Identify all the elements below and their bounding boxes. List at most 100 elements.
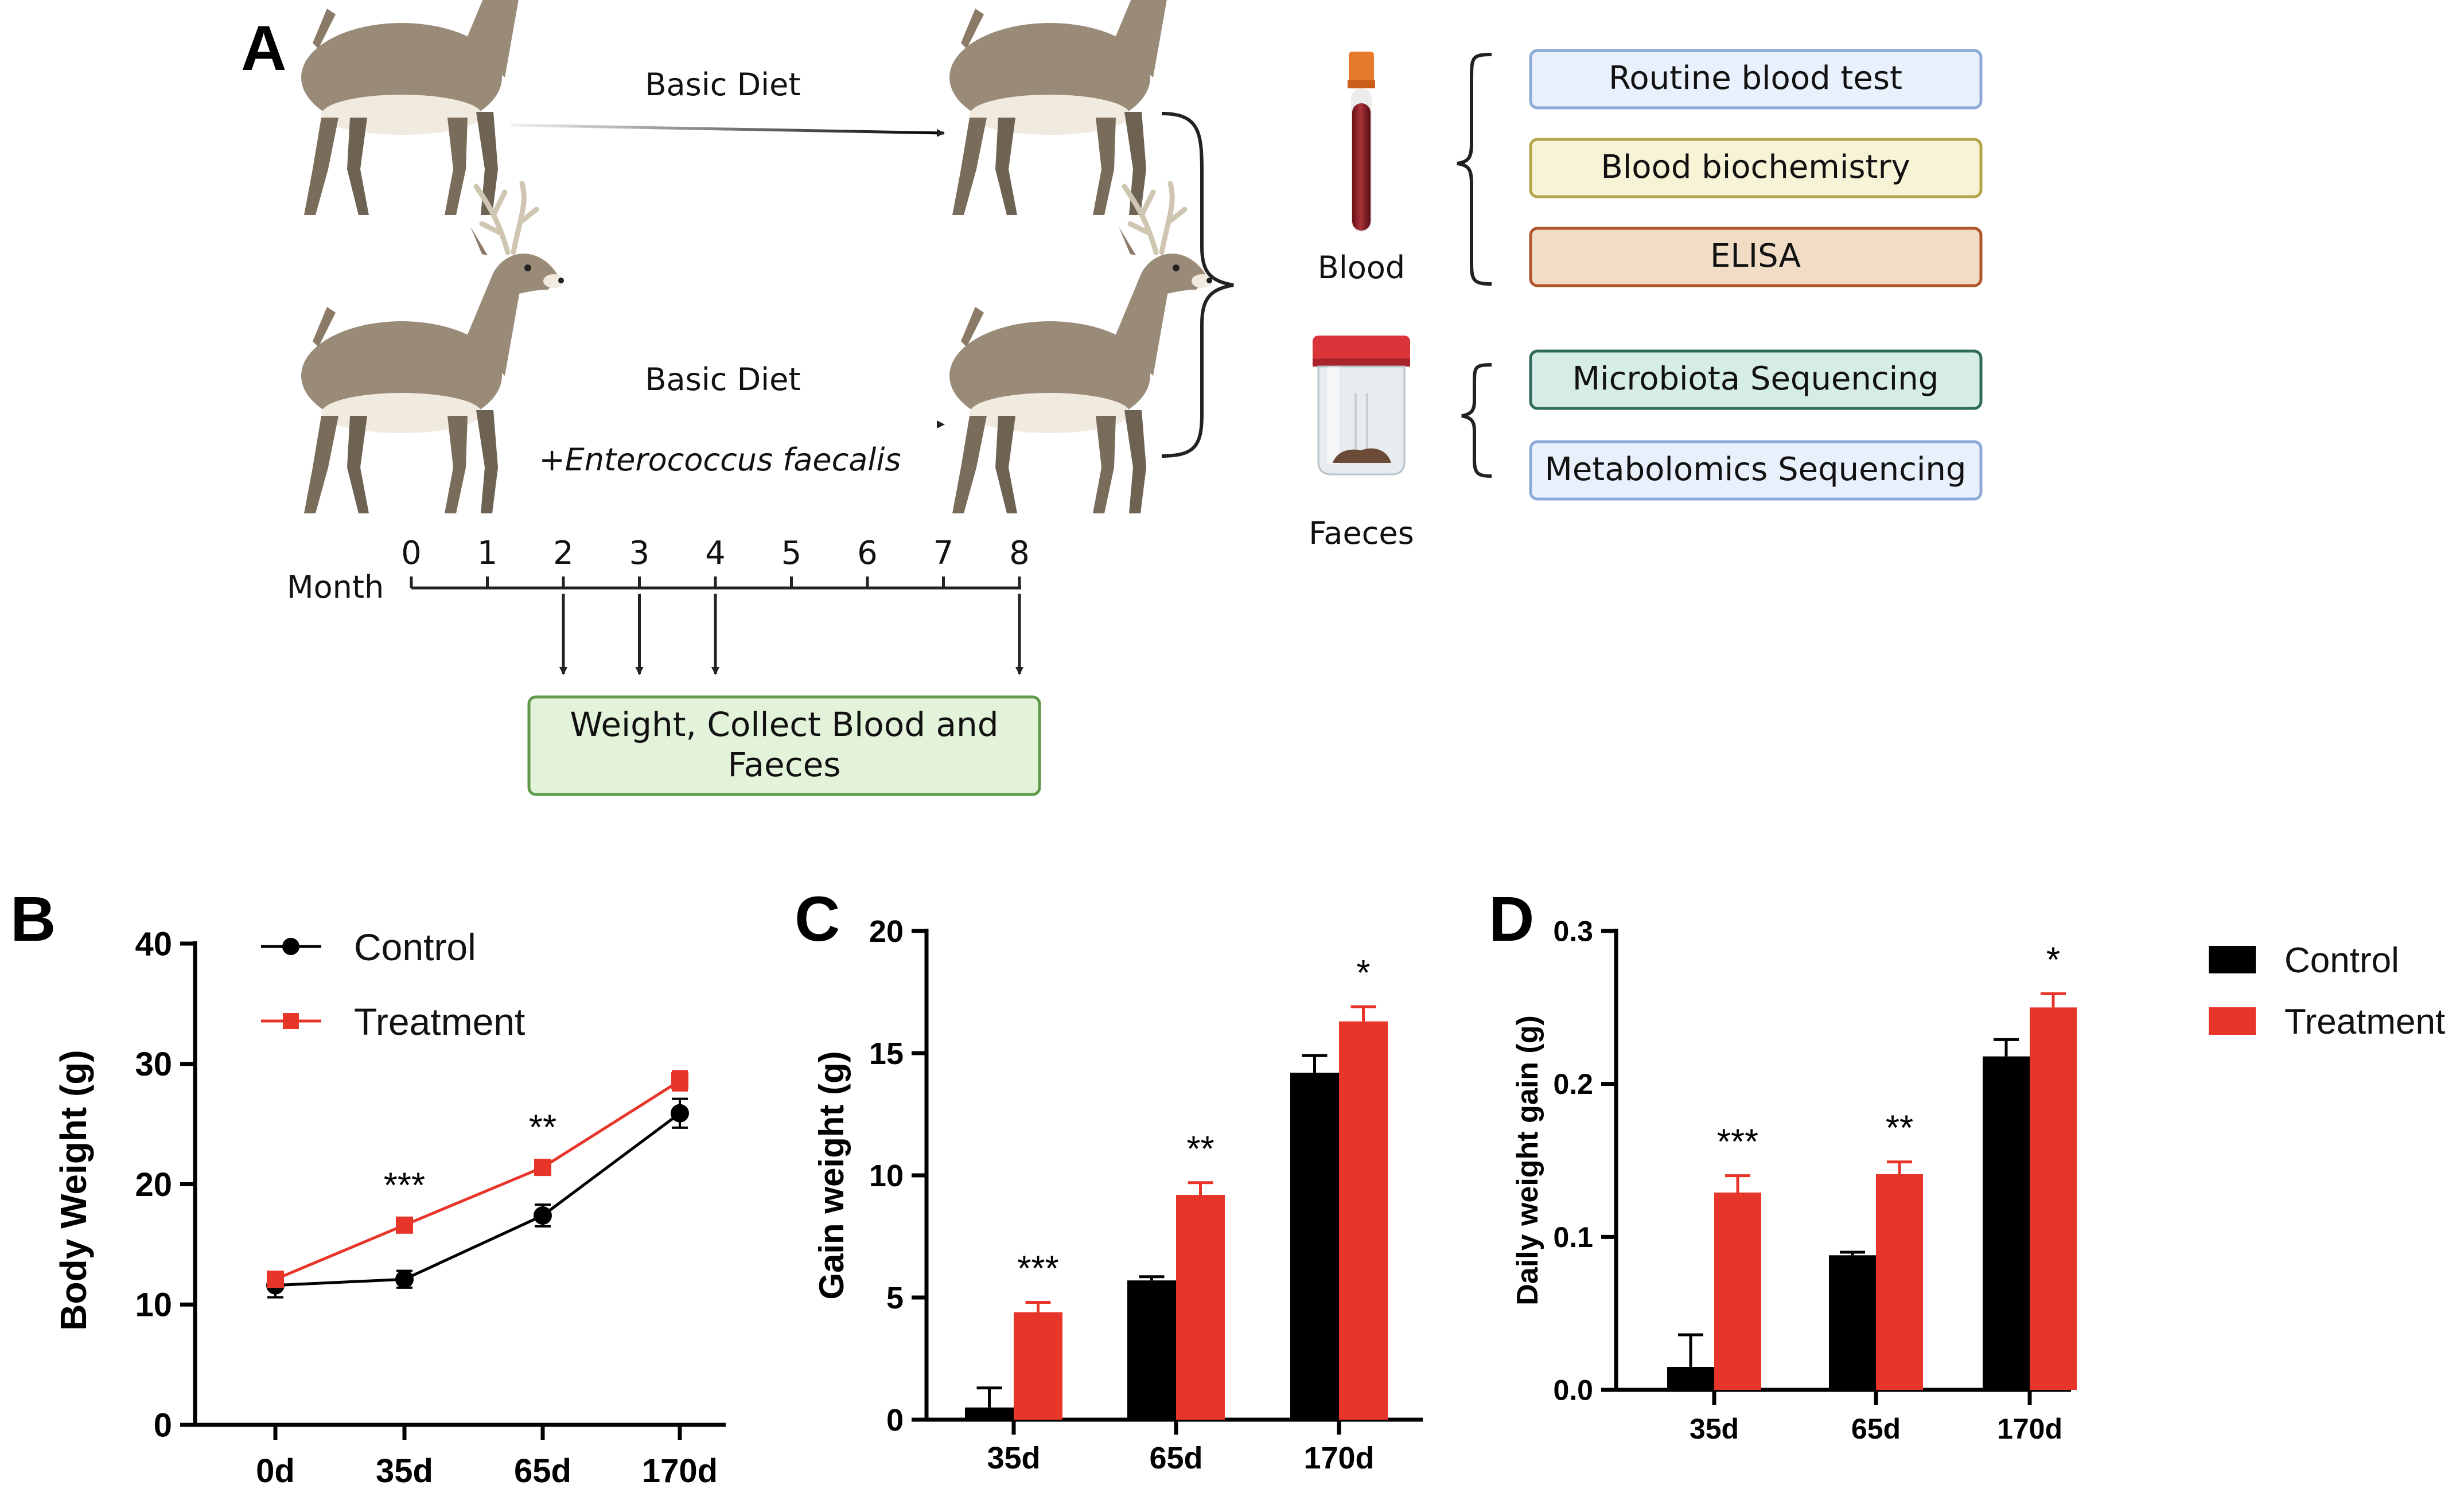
legend-swatch (2209, 946, 2256, 973)
x-tick-label: 170d (1303, 1441, 1374, 1475)
y-axis-title: Daily weight gain (g) (1511, 1015, 1544, 1306)
x-tick-label: 35d (1690, 1413, 1739, 1445)
y-tick-label: 20 (135, 1166, 172, 1203)
legend-marker (283, 1013, 299, 1029)
bar-treatment (1014, 1312, 1062, 1420)
significance-marker: *** (1717, 1123, 1758, 1162)
faeces-jar-icon (1311, 334, 1411, 476)
panel-label-d: D (1489, 884, 1534, 954)
series-line (275, 1112, 681, 1287)
data-point (267, 1271, 284, 1288)
deer-treatment-end-icon (949, 184, 1212, 513)
timeline-tick-label: 2 (553, 535, 574, 572)
test-box (1529, 440, 1983, 501)
y-tick-label: 0.1 (1553, 1221, 1593, 1253)
bar-treatment (1714, 1193, 1761, 1390)
y-tick-label: 0 (886, 1403, 904, 1437)
blood-label: Blood (1318, 250, 1405, 286)
group2-supplement-label: +Enterococcus faecalis (539, 442, 901, 478)
y-tick-label: 20 (869, 914, 904, 949)
collect-box-line2: Faeces (727, 745, 840, 784)
test-boxes: Routine blood test Blood biochemistry ELIS… (1529, 49, 1983, 501)
significance-marker: *** (1017, 1249, 1058, 1289)
significance-marker: * (2046, 940, 2060, 980)
significance-marker: *** (384, 1166, 425, 1205)
x-tick-label: 65d (1149, 1441, 1202, 1475)
legend-label: Control (2284, 941, 2399, 980)
significance-marker: ** (1186, 1129, 1214, 1169)
faeces-tests-brace (1461, 363, 1492, 478)
group1-diet-label: Basic Diet (645, 67, 800, 103)
test-box (1529, 49, 1983, 110)
x-tick-label: 170d (642, 1452, 718, 1490)
deer-treatment-start-icon (301, 184, 564, 513)
y-tick-label: 30 (135, 1046, 172, 1083)
legend-label: Control (354, 926, 476, 968)
legend-label: Treatment (354, 1000, 525, 1043)
timeline-ticks: 0 1 2 3 4 5 6 7 8 (401, 535, 1030, 588)
bar-control (1983, 1056, 2030, 1390)
test-box (1529, 227, 1983, 287)
bar-control (1290, 1073, 1339, 1420)
timeline-axis-label: Month (287, 569, 384, 605)
collect-box (527, 695, 1041, 796)
data-point (396, 1216, 413, 1234)
test-box-label: ELISA (1710, 237, 1801, 275)
y-tick-label: 40 (135, 925, 172, 963)
significance-marker: ** (1886, 1109, 1913, 1148)
timeline-tick-label: 6 (857, 535, 878, 572)
test-box-label: Blood biochemistry (1601, 149, 1910, 186)
bar-control (1829, 1255, 1876, 1390)
test-box-label: Microbiota Sequencing (1572, 360, 1939, 398)
timeline-arrows (559, 594, 1023, 675)
bar-control (1127, 1280, 1176, 1420)
timeline-tick-label: 5 (781, 535, 802, 572)
test-box (1529, 138, 1983, 198)
data-point (671, 1104, 689, 1123)
panel-label-a: A (241, 13, 286, 84)
significance-marker: * (1356, 953, 1370, 993)
x-tick-label: 170d (1997, 1413, 2062, 1445)
data-point (671, 1072, 688, 1090)
bar-treatment (1876, 1174, 1923, 1390)
blood-tube-icon (1348, 52, 1375, 232)
y-tick-label: 15 (869, 1037, 904, 1071)
test-box-label: Routine blood test (1609, 60, 1902, 97)
x-tick-label: 0d (256, 1452, 295, 1490)
bar-treatment (1176, 1195, 1225, 1420)
bar-control (1667, 1367, 1714, 1390)
data-point (534, 1159, 551, 1176)
data-point (395, 1270, 414, 1289)
y-tick-label: 0.3 (1553, 915, 1593, 948)
panel-label-c: C (795, 884, 840, 954)
faeces-label: Faeces (1309, 515, 1414, 551)
bar-treatment (2030, 1007, 2077, 1390)
group1-diet-arrow (510, 123, 945, 137)
y-tick-label: 0 (154, 1407, 172, 1444)
test-box-label: Metabolomics Sequencing (1545, 451, 1967, 488)
legend-swatch (2209, 1007, 2256, 1035)
x-tick-label: 65d (1851, 1413, 1901, 1445)
y-tick-label: 10 (869, 1159, 904, 1193)
bar-control (965, 1407, 1014, 1420)
y-tick-label: 0.0 (1553, 1374, 1593, 1407)
timeline-tick-label: 7 (933, 535, 954, 572)
timeline-tick-label: 4 (705, 535, 726, 572)
panel-label-b: B (10, 884, 56, 954)
timeline-tick-label: 1 (477, 535, 498, 572)
x-tick-label: 35d (376, 1452, 433, 1490)
y-tick-label: 10 (135, 1287, 172, 1324)
y-axis-title: Body Weight (g) (53, 1050, 94, 1330)
y-axis-title: Gain weight (g) (812, 1051, 851, 1299)
x-tick-label: 35d (987, 1441, 1040, 1475)
data-point (534, 1206, 552, 1225)
timeline-tick-label: 3 (629, 535, 650, 572)
timeline-tick-label: 0 (401, 535, 422, 572)
significance-marker: ** (529, 1108, 556, 1148)
blood-tests-brace (1457, 53, 1492, 286)
chart-c: 0 5 10 15 20 Gain weight (g) 35d *** 65d ** 170d * (812, 914, 1423, 1475)
y-tick-label: 0.2 (1553, 1068, 1593, 1100)
